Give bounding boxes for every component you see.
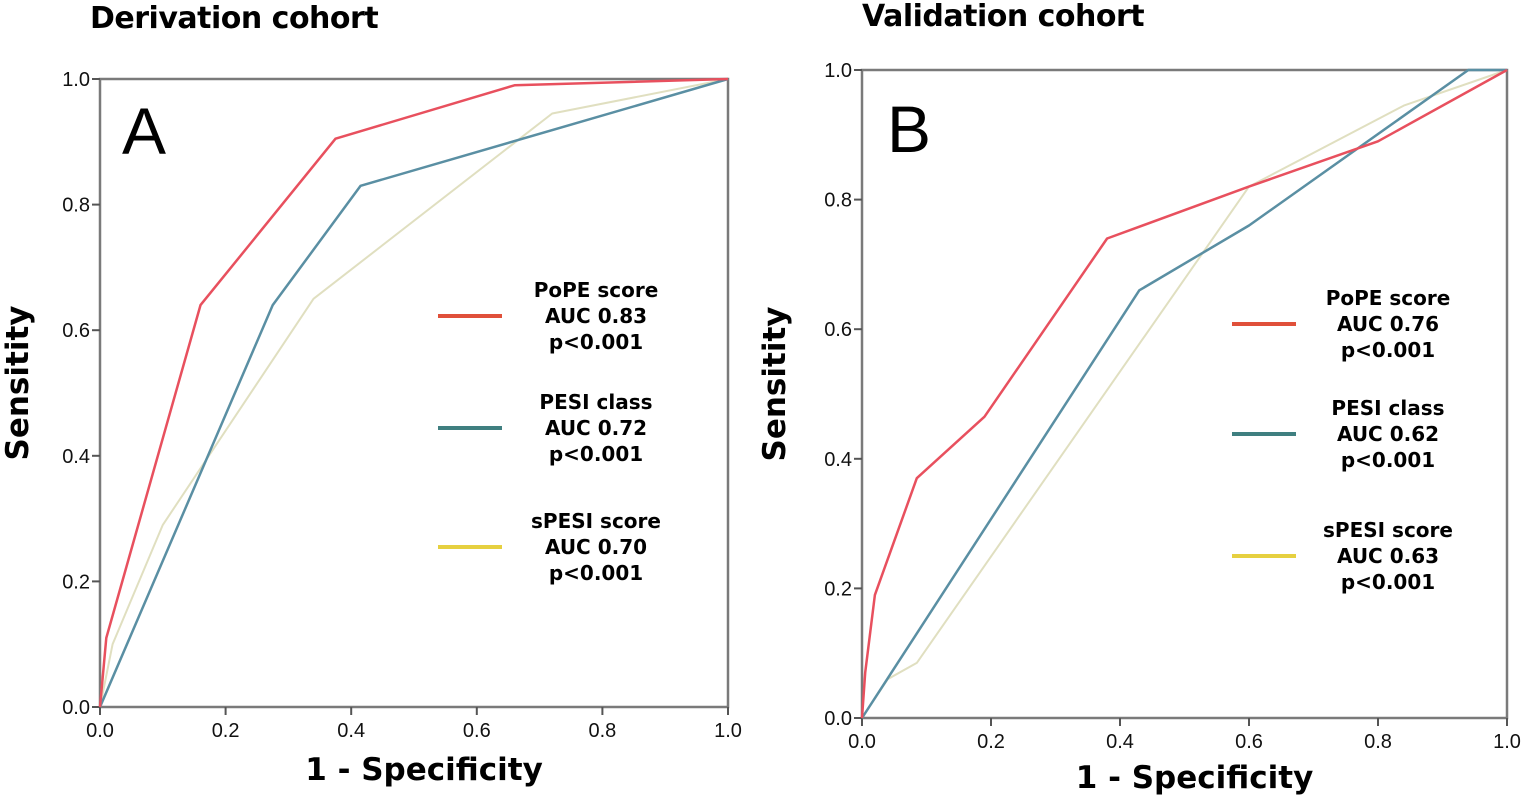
- legend-pesi-class-p: p<0.001: [549, 442, 643, 466]
- x-tick-label: 0.6: [1235, 731, 1263, 753]
- panel-letter: B: [887, 92, 931, 166]
- x-tick-label: 0.0: [86, 720, 114, 742]
- y-tick-label: 0.2: [824, 578, 852, 600]
- x-axis-title: 1 - Specificity: [305, 752, 543, 788]
- panel-letter: A: [122, 94, 166, 168]
- x-tick-label: 1.0: [1493, 731, 1521, 753]
- y-tick-label: 0.6: [824, 319, 852, 341]
- roc-line-spesi-score: [99, 78, 729, 708]
- roc-line-pesi-class: [98, 77, 729, 708]
- legend-spesi-score-p: p<0.001: [549, 561, 643, 585]
- roc-line-pope-score: [860, 68, 1508, 719]
- x-tick-label: 0.4: [1106, 731, 1134, 753]
- roc-line-spesi-score: [861, 69, 1508, 719]
- legend-pesi-class-name: PESI class: [539, 390, 652, 414]
- roc-panel-b: 0.0 0.2 0.4 0.6 0.8 1.0 0.0 0.2 0.4 0.6 0.8 1.0 1 - …: [757, 60, 1521, 796]
- x-tick-label: 0.0: [848, 731, 876, 753]
- y-tick-label: 1.0: [824, 60, 852, 82]
- x-tick-label: 0.8: [588, 720, 616, 742]
- x-tick-label: 0.4: [337, 720, 365, 742]
- legend-pope-score-auc: AUC 0.76: [1337, 312, 1439, 336]
- x-tick-label: 0.8: [1364, 731, 1392, 753]
- legend-pesi-class-auc: AUC 0.62: [1337, 422, 1439, 446]
- y-tick-label: 1.0: [62, 69, 90, 91]
- y-axis-title: Sensitity: [0, 306, 36, 461]
- legend-pesi-class-p: p<0.001: [1341, 448, 1435, 472]
- legend-pope-score-auc: AUC 0.83: [545, 304, 647, 328]
- x-tick-label: 1.0: [714, 720, 742, 742]
- y-tick-label: 0.2: [62, 571, 90, 593]
- legend-pope-score-p: p<0.001: [1341, 338, 1435, 362]
- x-axis-title: 1 - Specificity: [1076, 760, 1314, 796]
- legend-pope-score-p: p<0.001: [549, 330, 643, 354]
- x-tick-label: 0.2: [977, 731, 1005, 753]
- panel-a-title: Derivation cohort: [90, 1, 379, 36]
- roc-line-pesi-class: [860, 68, 1507, 719]
- plot-frame: [98, 77, 730, 709]
- y-tick-label: 0.6: [62, 320, 90, 342]
- y-tick-label: 0.0: [62, 697, 90, 719]
- x-tick-label: 0.2: [212, 720, 240, 742]
- y-tick-label: 0.0: [824, 708, 852, 730]
- legend-spesi-score-auc: AUC 0.63: [1337, 544, 1439, 568]
- plot-frame: [860, 68, 1509, 720]
- y-tick-label: 0.8: [62, 195, 90, 217]
- legend-pesi-class-name: PESI class: [1331, 396, 1444, 420]
- x-tick-label: 0.6: [463, 720, 491, 742]
- roc-line-pope-score: [98, 77, 729, 708]
- y-tick-label: 0.4: [62, 446, 90, 468]
- y-tick-label: 0.4: [824, 449, 852, 471]
- y-axis-title: Sensitity: [757, 307, 793, 462]
- legend-pope-score-name: PoPE score: [534, 278, 659, 302]
- legend-pesi-class-auc: AUC 0.72: [545, 416, 647, 440]
- panel-b-title: Validation cohort: [862, 0, 1145, 34]
- y-tick-label: 0.8: [824, 190, 852, 212]
- legend-spesi-score-p: p<0.001: [1341, 570, 1435, 594]
- legend-pope-score-name: PoPE score: [1326, 286, 1451, 310]
- legend-spesi-score-auc: AUC 0.70: [545, 535, 647, 559]
- legend-spesi-score-name: sPESI score: [531, 509, 661, 533]
- legend-spesi-score-name: sPESI score: [1323, 518, 1453, 542]
- roc-panel-a: 0.0 0.2 0.4 0.6 0.8 1.0 0.0 0.2 0.4 0.6 0.8 1.0 1 - …: [0, 69, 742, 788]
